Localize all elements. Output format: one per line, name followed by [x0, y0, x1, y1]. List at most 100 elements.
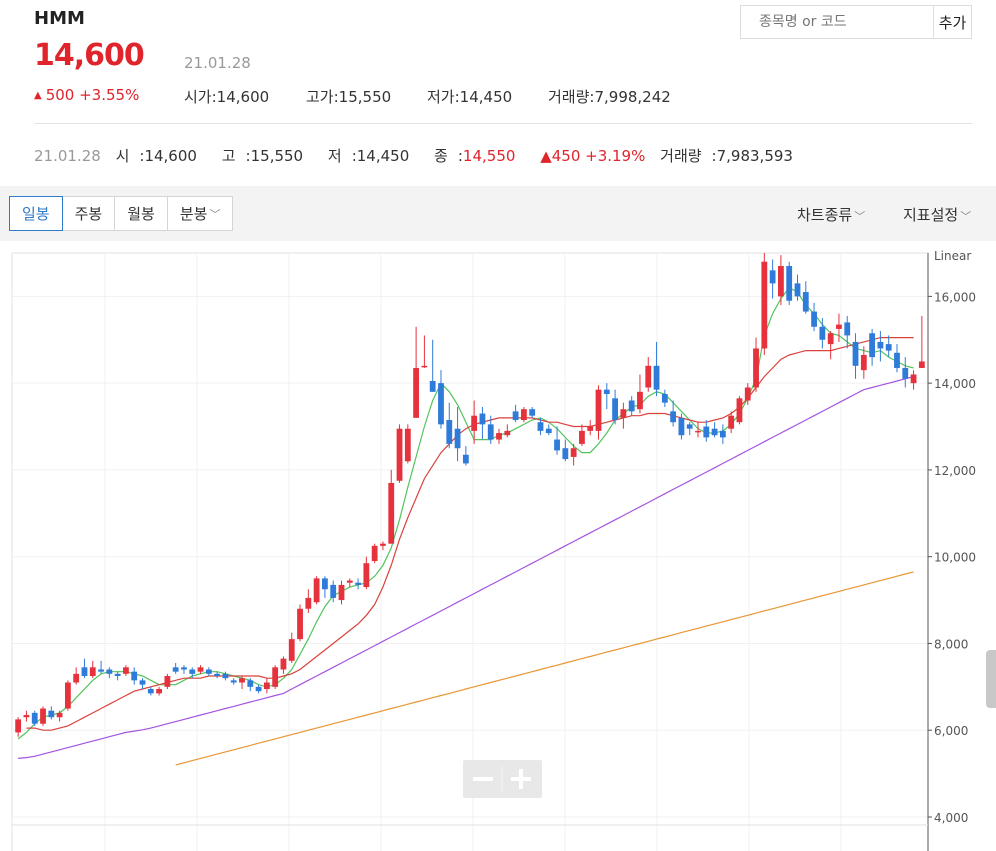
candle-body	[288, 639, 295, 661]
candle-body	[678, 417, 685, 436]
chart-type-dropdown[interactable]: 차트종류 ﹀	[797, 206, 866, 224]
candle-body	[81, 667, 88, 676]
candle-body	[852, 341, 859, 366]
tab-monthly[interactable]: 월봉	[115, 197, 168, 230]
candle-body	[31, 712, 38, 724]
stock-search: 추가	[740, 5, 972, 39]
indicator-settings-dropdown[interactable]: 지표설정 ﹀	[903, 206, 972, 224]
tab-weekly[interactable]: 주봉	[63, 197, 116, 230]
candle-body	[794, 283, 801, 297]
candle-body	[869, 333, 876, 358]
candle-body	[15, 719, 22, 733]
moving-average-20	[26, 337, 914, 731]
candle-body	[89, 667, 96, 676]
candle-body	[429, 380, 436, 392]
candle-body	[670, 411, 677, 423]
candle-body	[844, 322, 851, 336]
chevron-down-icon: ﹀	[209, 207, 221, 221]
candle-body	[139, 680, 146, 685]
candle-body	[73, 673, 80, 683]
candle-body	[620, 409, 627, 418]
stock-name: HMM	[34, 8, 85, 29]
candle-body	[719, 430, 726, 438]
y-tick-label: 10,000	[934, 551, 976, 565]
candle-body	[819, 326, 826, 340]
candle-body	[189, 669, 196, 674]
candle-body	[769, 270, 776, 284]
candle-body	[753, 348, 759, 388]
candle-body	[827, 333, 834, 345]
side-panel-handle[interactable]	[986, 650, 996, 708]
candle-body	[744, 387, 751, 401]
candle-body	[728, 415, 735, 429]
candle-body	[579, 430, 585, 444]
tab-daily[interactable]: 일봉	[9, 196, 63, 231]
chart-toolbar: 일봉 주봉 월봉 분봉 ﹀ 차트종류 ﹀ 지표설정 ﹀	[0, 186, 996, 241]
zoom-out-icon[interactable]	[473, 777, 493, 781]
candle-body	[537, 422, 544, 431]
up-triangle-icon: ▲	[34, 90, 42, 101]
candle-body	[462, 454, 469, 464]
candle-body	[23, 715, 30, 718]
candle-body	[172, 667, 179, 672]
divider	[34, 123, 972, 124]
candle-body	[802, 292, 809, 312]
candle-body	[570, 448, 577, 457]
candle-body	[877, 341, 884, 349]
info-volume: 거래량:7,983,593	[660, 147, 793, 165]
y-tick-label: 12,000	[934, 464, 976, 478]
candle-body	[380, 543, 386, 546]
candle-body	[396, 428, 403, 481]
candle-body	[918, 361, 925, 368]
candle-body	[703, 426, 710, 438]
price-date: 21.01.28	[184, 54, 251, 72]
scale-label: Linear	[934, 249, 971, 263]
ohlc-info-line: 21.01.28 시:14,600 고:15,550 저:14,450 종:14…	[34, 145, 813, 166]
candle-body	[346, 580, 353, 583]
candle-body	[313, 578, 320, 603]
candle-body	[628, 400, 635, 412]
candle-body	[545, 428, 552, 434]
candle-body	[205, 669, 212, 674]
candle-body	[778, 266, 784, 297]
info-date: 21.01.28	[34, 147, 101, 165]
candle-body	[355, 582, 361, 585]
y-tick-label: 8,000	[934, 637, 968, 651]
tab-minute[interactable]: 분봉 ﹀	[179, 205, 221, 223]
candle-body	[147, 689, 154, 694]
candle-body	[156, 689, 162, 694]
add-button[interactable]: 추가	[933, 6, 971, 38]
candle-body	[529, 409, 536, 416]
stock-search-input[interactable]	[741, 6, 933, 38]
candle-body	[562, 448, 569, 460]
candle-body	[902, 367, 909, 379]
plot-area	[11, 252, 929, 851]
candle-body	[98, 669, 104, 672]
candle-body	[181, 667, 187, 670]
candle-body	[653, 365, 660, 390]
price-change: ▲ 500 +3.55%	[34, 86, 139, 104]
open-price: 시가:14,600	[184, 88, 270, 106]
candle-body	[487, 424, 494, 440]
candle-body	[520, 409, 527, 421]
candle-body	[603, 389, 610, 394]
candle-body	[363, 563, 370, 588]
candle-body	[471, 415, 478, 431]
moving-average-120	[175, 571, 914, 766]
candle-body	[64, 682, 71, 709]
candle-body	[255, 686, 262, 692]
candle-body	[40, 708, 46, 724]
candle-body	[512, 411, 519, 421]
candle-body	[305, 597, 312, 609]
candle-body	[761, 261, 768, 349]
candle-body	[297, 608, 303, 640]
chevron-down-icon: ﹀	[854, 210, 866, 223]
candle-body	[595, 389, 602, 431]
candle-body	[587, 426, 594, 431]
volume: 거래량:7,998,242	[548, 88, 671, 106]
candlestick-chart[interactable]: 4,000 6,000 8,000 10,000 12,000 14,000 16,000 L…	[0, 241, 996, 851]
period-tabs: 일봉 주봉 월봉 분봉 ﹀	[9, 196, 234, 231]
candle-body	[786, 266, 793, 301]
candle-body	[280, 658, 287, 670]
candle-body	[214, 673, 221, 676]
